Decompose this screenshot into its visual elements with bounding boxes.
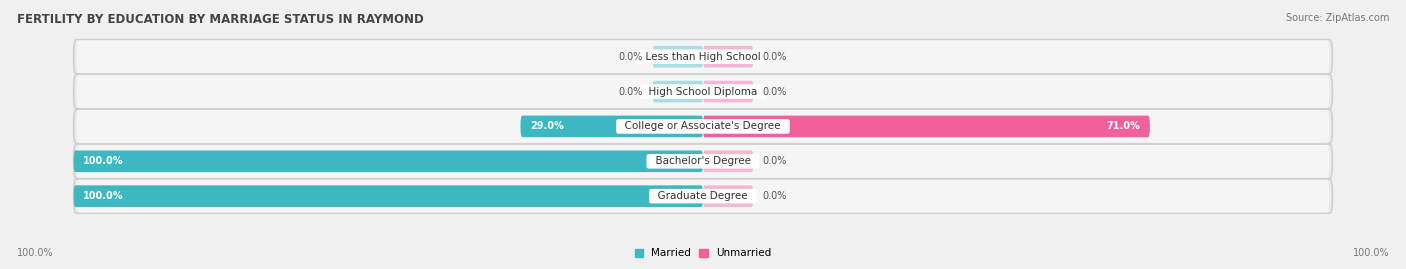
FancyBboxPatch shape: [652, 81, 703, 102]
FancyBboxPatch shape: [703, 150, 754, 172]
Text: 71.0%: 71.0%: [1107, 121, 1140, 132]
FancyBboxPatch shape: [703, 185, 754, 207]
FancyBboxPatch shape: [73, 40, 1333, 74]
FancyBboxPatch shape: [77, 40, 1329, 73]
Text: 0.0%: 0.0%: [763, 191, 787, 201]
FancyBboxPatch shape: [73, 109, 1333, 144]
Text: 100.0%: 100.0%: [17, 248, 53, 258]
Text: Bachelor's Degree: Bachelor's Degree: [648, 156, 758, 166]
Text: 100.0%: 100.0%: [1353, 248, 1389, 258]
Text: 0.0%: 0.0%: [763, 156, 787, 166]
FancyBboxPatch shape: [77, 180, 1329, 213]
FancyBboxPatch shape: [73, 185, 703, 207]
Text: 100.0%: 100.0%: [83, 156, 124, 166]
Text: 0.0%: 0.0%: [763, 52, 787, 62]
Text: 29.0%: 29.0%: [530, 121, 564, 132]
FancyBboxPatch shape: [703, 81, 754, 102]
FancyBboxPatch shape: [73, 144, 1333, 178]
FancyBboxPatch shape: [73, 179, 1333, 213]
Text: High School Diploma: High School Diploma: [643, 87, 763, 97]
Text: College or Associate's Degree: College or Associate's Degree: [619, 121, 787, 132]
FancyBboxPatch shape: [77, 75, 1329, 108]
FancyBboxPatch shape: [703, 46, 754, 68]
FancyBboxPatch shape: [703, 116, 1150, 137]
FancyBboxPatch shape: [520, 116, 703, 137]
Text: Source: ZipAtlas.com: Source: ZipAtlas.com: [1285, 13, 1389, 23]
Text: FERTILITY BY EDUCATION BY MARRIAGE STATUS IN RAYMOND: FERTILITY BY EDUCATION BY MARRIAGE STATU…: [17, 13, 423, 26]
Legend: Married, Unmarried: Married, Unmarried: [634, 248, 772, 259]
FancyBboxPatch shape: [77, 110, 1329, 143]
Text: Less than High School: Less than High School: [638, 52, 768, 62]
FancyBboxPatch shape: [73, 150, 703, 172]
FancyBboxPatch shape: [652, 46, 703, 68]
Text: Graduate Degree: Graduate Degree: [651, 191, 755, 201]
FancyBboxPatch shape: [77, 145, 1329, 178]
Text: 0.0%: 0.0%: [619, 87, 643, 97]
Text: 0.0%: 0.0%: [619, 52, 643, 62]
FancyBboxPatch shape: [73, 75, 1333, 109]
Text: 100.0%: 100.0%: [83, 191, 124, 201]
Text: 0.0%: 0.0%: [763, 87, 787, 97]
